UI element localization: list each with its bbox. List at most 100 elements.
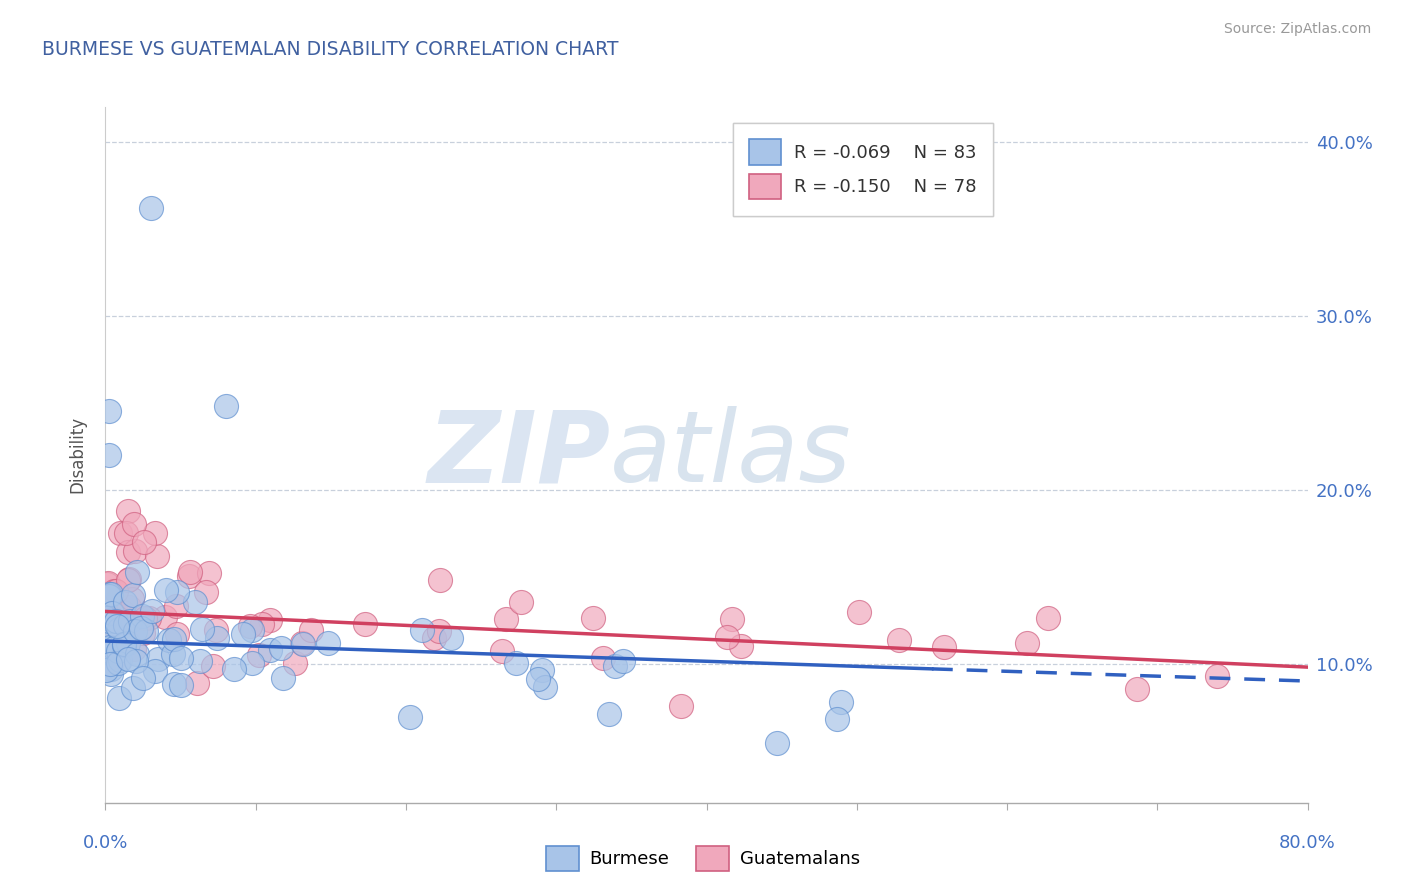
Point xyxy=(118,615,141,629)
Point xyxy=(533,680,555,694)
Point xyxy=(96,631,118,645)
Point xyxy=(887,633,910,648)
Point xyxy=(97,617,120,632)
Point xyxy=(934,640,956,654)
Point xyxy=(96,651,118,665)
Point xyxy=(170,651,193,665)
Point xyxy=(107,644,129,658)
Point xyxy=(107,619,129,633)
Point xyxy=(427,624,450,639)
Point xyxy=(94,643,117,657)
Point xyxy=(124,543,146,558)
Text: 80.0%: 80.0% xyxy=(1279,834,1336,852)
Point xyxy=(830,695,852,709)
Point xyxy=(259,643,281,657)
Point xyxy=(398,710,420,724)
Point xyxy=(530,663,553,677)
Point xyxy=(132,626,155,640)
Text: Source: ZipAtlas.com: Source: ZipAtlas.com xyxy=(1223,22,1371,37)
Point xyxy=(169,677,191,691)
Point xyxy=(1036,610,1059,624)
Legend: Burmese, Guatemalans: Burmese, Guatemalans xyxy=(538,838,868,879)
Point xyxy=(1017,635,1039,649)
Point xyxy=(247,648,270,662)
Point xyxy=(125,654,148,668)
Point xyxy=(117,573,139,587)
Point xyxy=(138,611,160,625)
Point xyxy=(205,632,228,646)
Point xyxy=(505,657,527,671)
Point xyxy=(143,526,166,541)
Point xyxy=(122,681,145,695)
Point xyxy=(127,566,149,580)
Point xyxy=(98,448,121,462)
Point xyxy=(114,618,136,632)
Point xyxy=(122,588,145,602)
Point xyxy=(100,624,122,638)
Point xyxy=(100,667,122,681)
Point xyxy=(96,576,118,591)
Point xyxy=(354,617,377,632)
Point xyxy=(716,630,738,644)
Point xyxy=(239,618,262,632)
Point xyxy=(165,599,187,613)
Point xyxy=(299,623,322,637)
Point xyxy=(112,637,135,651)
Point xyxy=(98,611,121,625)
Text: BURMESE VS GUATEMALAN DISABILITY CORRELATION CHART: BURMESE VS GUATEMALAN DISABILITY CORRELA… xyxy=(42,40,619,59)
Point xyxy=(98,640,121,655)
Point xyxy=(848,605,870,619)
Point xyxy=(101,644,124,658)
Point xyxy=(271,671,294,685)
Point xyxy=(111,605,134,619)
Point xyxy=(117,545,139,559)
Point xyxy=(124,624,146,639)
Text: atlas: atlas xyxy=(610,407,852,503)
Point xyxy=(214,399,236,413)
Point xyxy=(118,599,141,614)
Point xyxy=(603,658,626,673)
Point xyxy=(179,568,201,582)
Point xyxy=(105,613,128,627)
Point xyxy=(270,640,292,655)
Point xyxy=(97,644,120,658)
Legend: R = -0.069    N = 83, R = -0.150    N = 78: R = -0.069 N = 83, R = -0.150 N = 78 xyxy=(733,123,993,216)
Point xyxy=(146,549,169,563)
Point xyxy=(411,623,433,637)
Point xyxy=(141,604,163,618)
Point xyxy=(118,572,141,586)
Point xyxy=(284,657,307,671)
Point xyxy=(132,534,155,549)
Point xyxy=(100,662,122,676)
Point xyxy=(103,604,125,618)
Point xyxy=(316,636,339,650)
Point xyxy=(1206,669,1229,683)
Text: 0.0%: 0.0% xyxy=(83,834,128,852)
Point xyxy=(97,404,120,418)
Point xyxy=(157,632,180,647)
Point xyxy=(592,651,614,665)
Point xyxy=(186,676,208,690)
Point xyxy=(721,612,744,626)
Point xyxy=(148,652,170,666)
Point xyxy=(121,592,143,607)
Point xyxy=(100,587,122,601)
Point xyxy=(125,647,148,661)
Point xyxy=(765,736,787,750)
Point xyxy=(825,713,848,727)
Point xyxy=(124,517,146,532)
Point xyxy=(184,595,207,609)
Point xyxy=(117,652,139,666)
Point xyxy=(112,638,135,652)
Point xyxy=(491,643,513,657)
Point xyxy=(730,639,752,653)
Point xyxy=(495,612,517,626)
Point xyxy=(250,617,273,632)
Point xyxy=(166,627,188,641)
Point xyxy=(440,631,463,645)
Point xyxy=(598,706,620,721)
Point xyxy=(190,654,212,668)
Point xyxy=(581,611,603,625)
Point xyxy=(111,631,134,645)
Point xyxy=(96,577,118,591)
